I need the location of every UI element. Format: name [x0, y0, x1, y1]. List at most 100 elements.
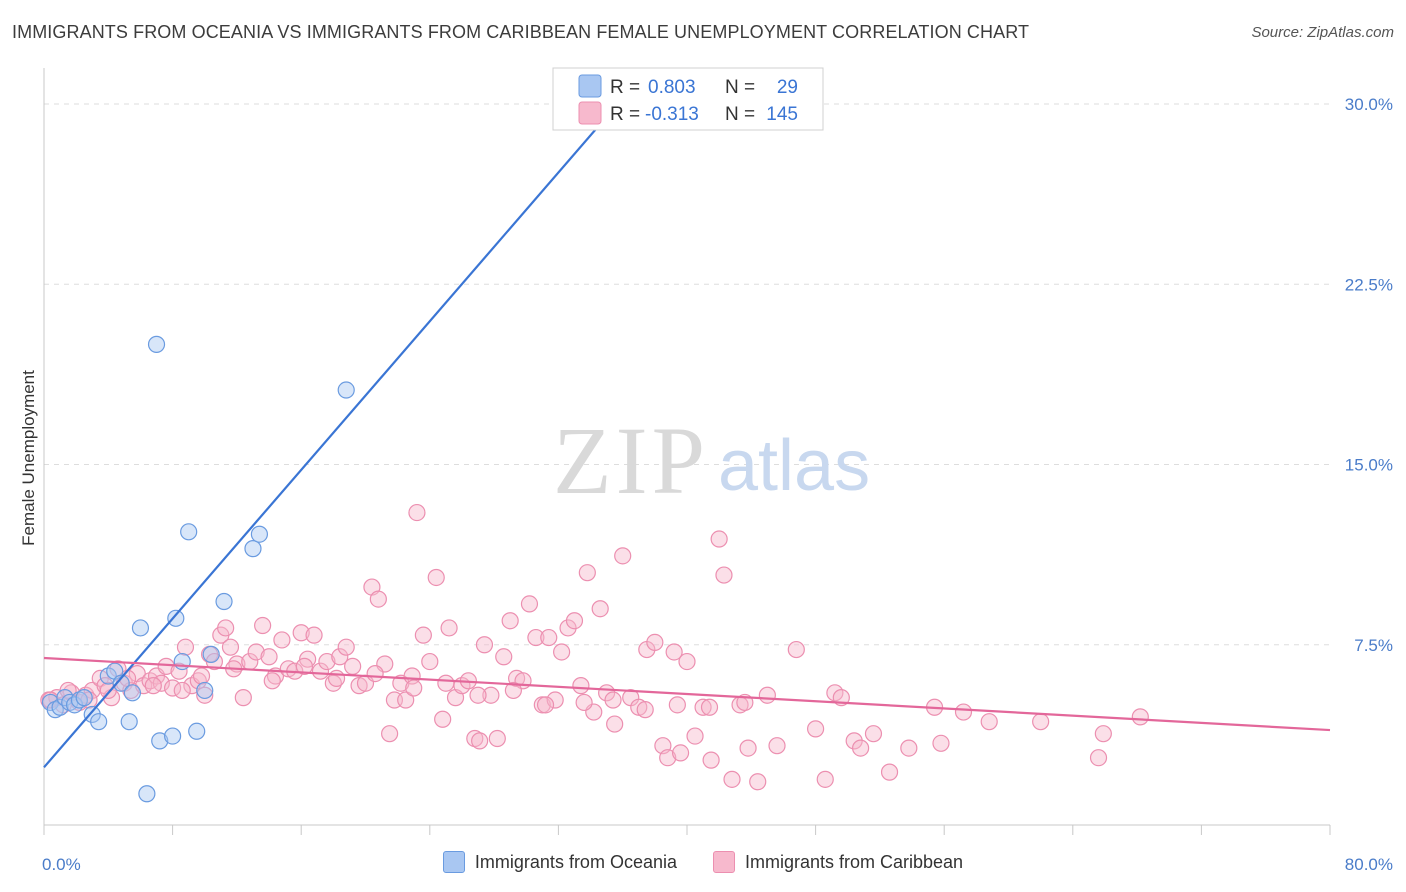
caribbean-point-100: [678, 652, 696, 671]
caribbean-point-74: [501, 612, 519, 630]
caribbean-point-72: [488, 729, 506, 748]
bottom-legend-label-oceania: Immigrants from Oceania: [474, 851, 677, 872]
caribbean-point-145: [469, 686, 487, 704]
caribbean-point-91: [614, 547, 632, 565]
bottom-legend-caribbean: Immigrants from Caribbean: [712, 851, 964, 873]
caribbean-point-98: [665, 643, 683, 661]
caribbean-point-69: [471, 732, 489, 750]
caribbean-point-151: [668, 696, 686, 714]
bottom-legend-swatch-oceania: [442, 851, 465, 873]
caribbean-point-83: [559, 619, 577, 637]
x-tick-labels: 0.0% 80.0%: [42, 855, 1393, 874]
caribbean-point-61: [421, 652, 439, 671]
caribbean-point-21: [176, 638, 195, 656]
oceania-point-20: [173, 652, 191, 671]
caribbean-point-146: [504, 681, 522, 700]
watermark-atlas: atlas: [718, 426, 870, 506]
caribbean-point-128: [1094, 725, 1112, 743]
caribbean-point-34: [254, 616, 272, 635]
caribbean-point-60: [414, 626, 432, 644]
bottom-legend-label-caribbean: Immigrants from Caribbean: [744, 851, 964, 872]
caribbean-point-106: [723, 770, 741, 788]
caribbean-point-112: [787, 640, 805, 659]
oceania-point-27: [250, 525, 269, 543]
legend-caribbean-r-value: -0.313: [645, 104, 699, 125]
oceania-point-7: [75, 689, 93, 707]
oceania-point-15: [131, 619, 150, 637]
caribbean-point-86: [578, 564, 596, 582]
x-tick-label-1: 80.0%: [1345, 855, 1393, 874]
gridlines: [44, 103, 1330, 646]
caribbean-point-97: [659, 749, 677, 767]
caribbean-point-119: [864, 725, 883, 743]
y-tick-label-0: 7.5%: [1354, 636, 1393, 655]
caribbean-point-108: [739, 739, 757, 757]
caribbean-point-84: [565, 612, 584, 630]
oceania-point-12: [112, 674, 130, 692]
watermark: ZIP atlas: [553, 407, 870, 514]
caribbean-point-48: [344, 657, 362, 675]
caribbean-point-149: [604, 691, 622, 709]
caribbean-point-109: [749, 773, 767, 791]
caribbean-point-152: [700, 698, 719, 716]
caribbean-point-52: [369, 590, 387, 608]
caribbean-point-123: [932, 734, 950, 752]
oceania-point-5: [65, 696, 84, 714]
oceania-point-2: [51, 698, 69, 716]
oceania-point-19: [167, 609, 185, 627]
oceania-point-29: [138, 785, 156, 803]
caribbean-point-23: [189, 672, 207, 690]
legend-caribbean-n-label: N =: [725, 104, 755, 125]
caribbean-point-42: [305, 626, 323, 644]
caribbean-point-103: [702, 751, 720, 769]
caribbean-point-126: [1032, 713, 1050, 731]
caribbean-point-139: [263, 672, 281, 690]
oceania-point-26: [244, 540, 262, 558]
caribbean-point-147: [536, 696, 555, 714]
legend-caribbean-n-value: 145: [766, 104, 798, 125]
caribbean-point-43: [311, 662, 330, 680]
y-tick-labels: 7.5% 15.0% 22.5% 30.0%: [1345, 95, 1393, 655]
caribbean-point-141: [327, 669, 346, 688]
y-tick-label-1: 15.0%: [1345, 456, 1393, 475]
caribbean-point-114: [816, 770, 834, 788]
caribbean-point-73: [495, 648, 513, 666]
caribbean-point-54: [381, 725, 399, 743]
legend-swatch-caribbean: [578, 101, 602, 125]
caribbean-point-121: [900, 739, 918, 757]
caribbean-point-64: [440, 619, 458, 637]
caribbean-point-120: [880, 763, 899, 781]
caribbean-point-127: [1089, 749, 1108, 767]
caribbean-point-110: [758, 686, 776, 704]
caribbean-point-105: [715, 566, 733, 584]
caribbean-point-28: [217, 619, 235, 637]
caribbean-point-59: [408, 503, 426, 522]
caribbean-point-88: [591, 600, 609, 618]
caribbean-point-144: [437, 674, 455, 692]
oceania-point-25: [215, 592, 233, 611]
legend-swatch-oceania: [578, 74, 602, 98]
watermark-zip: ZIP: [553, 407, 709, 514]
oceania-point-16: [147, 335, 166, 353]
trend-lines: [43, 93, 1331, 769]
y-tick-label-3: 30.0%: [1345, 95, 1393, 114]
caribbean-point-104: [710, 530, 728, 548]
caribbean-point-20: [170, 662, 188, 680]
caribbean-point-140: [295, 657, 314, 675]
oceania-points: [41, 112, 576, 803]
oceania-point-14: [123, 684, 142, 702]
caribbean-point-81: [546, 691, 564, 709]
caribbean-point-135: [144, 677, 162, 695]
caribbean-point-40: [292, 624, 310, 642]
legend-oceania-r-value: 0.803: [648, 77, 696, 98]
caribbean-point-29: [221, 638, 240, 656]
oceania-point-28: [337, 381, 355, 399]
caribbean-point-102: [694, 698, 712, 716]
caribbean-point-148: [575, 693, 593, 712]
oceania-point-22: [188, 722, 206, 740]
caribbean-point-33: [247, 643, 265, 661]
y-tick-label-2: 22.5%: [1345, 275, 1393, 294]
caribbean-point-82: [553, 643, 571, 661]
caribbean-point-77: [520, 595, 539, 613]
legend-oceania-r-label: R =: [610, 77, 640, 98]
